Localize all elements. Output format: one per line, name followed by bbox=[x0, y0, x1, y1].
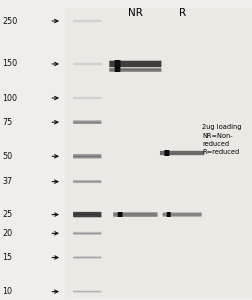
Bar bbox=[165, 150, 168, 156]
Text: 50: 50 bbox=[3, 152, 13, 161]
Bar bbox=[119, 212, 122, 217]
Bar bbox=[166, 150, 169, 156]
Bar bbox=[167, 212, 169, 217]
FancyBboxPatch shape bbox=[162, 213, 201, 217]
Bar bbox=[116, 60, 120, 68]
Bar bbox=[119, 212, 122, 217]
FancyBboxPatch shape bbox=[73, 120, 101, 124]
Bar bbox=[164, 150, 167, 156]
Bar bbox=[116, 60, 119, 68]
Bar bbox=[117, 212, 120, 217]
FancyBboxPatch shape bbox=[73, 154, 101, 158]
Bar bbox=[164, 150, 167, 156]
FancyBboxPatch shape bbox=[73, 212, 101, 217]
FancyBboxPatch shape bbox=[73, 63, 101, 65]
Bar bbox=[164, 150, 167, 156]
Bar bbox=[73, 181, 101, 182]
Bar bbox=[167, 212, 170, 217]
Text: 250: 250 bbox=[3, 16, 18, 26]
FancyBboxPatch shape bbox=[73, 290, 101, 293]
Bar bbox=[166, 150, 169, 156]
Bar bbox=[168, 212, 170, 217]
Bar bbox=[113, 60, 117, 68]
FancyBboxPatch shape bbox=[73, 256, 101, 259]
Bar bbox=[118, 212, 121, 217]
FancyBboxPatch shape bbox=[159, 151, 204, 155]
Bar bbox=[116, 68, 120, 72]
Bar bbox=[114, 60, 117, 68]
Bar bbox=[120, 212, 123, 217]
Bar bbox=[114, 60, 118, 68]
Bar bbox=[114, 60, 118, 68]
FancyBboxPatch shape bbox=[73, 97, 101, 99]
Bar bbox=[64, 8, 251, 297]
Bar bbox=[168, 212, 171, 217]
Bar bbox=[115, 68, 119, 72]
Bar bbox=[167, 212, 170, 217]
Bar bbox=[73, 156, 101, 157]
FancyBboxPatch shape bbox=[113, 212, 157, 217]
Bar bbox=[117, 68, 120, 72]
Bar bbox=[73, 233, 101, 234]
Bar bbox=[166, 212, 169, 217]
Bar bbox=[73, 214, 101, 215]
Bar bbox=[165, 150, 168, 156]
Text: R: R bbox=[178, 8, 185, 17]
Bar bbox=[114, 68, 118, 72]
Bar bbox=[119, 212, 122, 217]
Bar bbox=[115, 60, 118, 68]
Bar bbox=[166, 212, 169, 217]
Bar bbox=[168, 212, 171, 217]
Bar bbox=[118, 212, 121, 217]
Bar bbox=[117, 60, 120, 68]
Bar bbox=[163, 150, 166, 156]
Bar bbox=[117, 68, 120, 72]
Text: NR: NR bbox=[128, 8, 142, 17]
Text: 75: 75 bbox=[3, 118, 13, 127]
Text: 25: 25 bbox=[3, 210, 13, 219]
Bar bbox=[164, 150, 167, 156]
Bar bbox=[73, 291, 101, 292]
Bar bbox=[117, 212, 120, 217]
Bar bbox=[166, 150, 169, 156]
Text: 2ug loading
NR=Non-
reduced
R=reduced: 2ug loading NR=Non- reduced R=reduced bbox=[202, 124, 241, 154]
Bar bbox=[114, 68, 117, 72]
Text: 150: 150 bbox=[3, 59, 18, 68]
Bar bbox=[166, 212, 168, 217]
Bar bbox=[73, 257, 101, 258]
Bar bbox=[116, 60, 119, 68]
Bar bbox=[114, 68, 118, 72]
Text: 20: 20 bbox=[3, 229, 13, 238]
Bar bbox=[115, 68, 118, 72]
FancyBboxPatch shape bbox=[109, 68, 161, 72]
FancyBboxPatch shape bbox=[73, 180, 101, 183]
Bar bbox=[117, 60, 120, 68]
Text: 10: 10 bbox=[3, 287, 13, 296]
Bar bbox=[165, 212, 168, 217]
Bar bbox=[166, 150, 169, 156]
Text: 100: 100 bbox=[3, 94, 17, 103]
Bar bbox=[118, 212, 121, 217]
Bar bbox=[117, 212, 120, 217]
Text: 37: 37 bbox=[3, 177, 13, 186]
Bar bbox=[166, 212, 169, 217]
Bar bbox=[116, 68, 119, 72]
Bar bbox=[115, 60, 119, 68]
Bar bbox=[167, 212, 170, 217]
FancyBboxPatch shape bbox=[73, 232, 101, 235]
FancyBboxPatch shape bbox=[73, 20, 101, 22]
Text: 15: 15 bbox=[3, 253, 13, 262]
Bar bbox=[113, 68, 117, 72]
Bar bbox=[115, 60, 119, 68]
Bar bbox=[115, 68, 119, 72]
Bar bbox=[73, 122, 101, 123]
Bar bbox=[165, 150, 168, 156]
Bar bbox=[118, 212, 121, 217]
Bar bbox=[116, 68, 119, 72]
Bar bbox=[117, 212, 120, 217]
FancyBboxPatch shape bbox=[109, 61, 161, 67]
